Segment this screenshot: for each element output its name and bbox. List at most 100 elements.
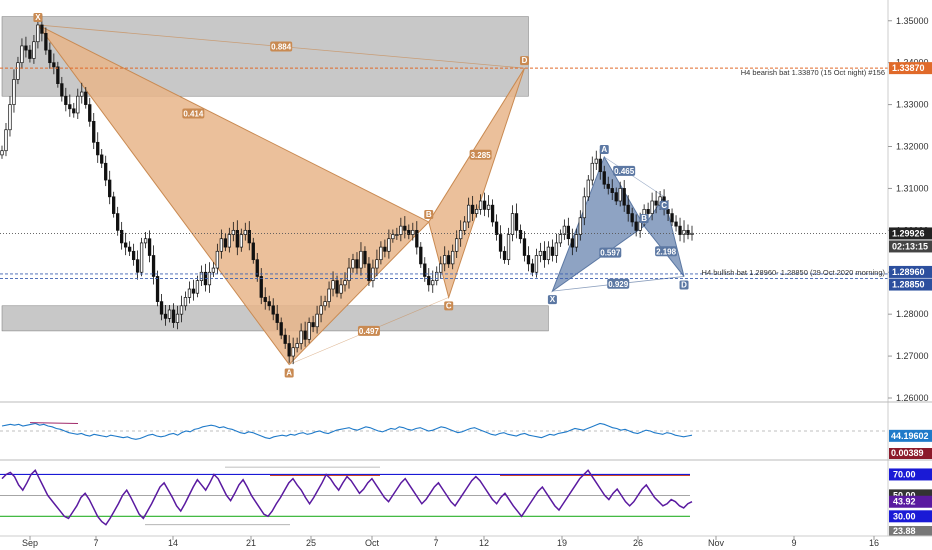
candle-body <box>279 322 283 336</box>
candle-body <box>271 305 275 315</box>
pattern-0-ratio: 0.884 <box>270 41 293 52</box>
bullish-hi-tag: 1.28960 <box>889 265 932 278</box>
candle-body <box>151 255 156 277</box>
price-tick-label: 1.33000 <box>896 100 929 110</box>
candle-body <box>455 238 459 252</box>
candle-body <box>211 267 216 273</box>
candle-body <box>195 280 200 294</box>
candle-body <box>167 309 172 319</box>
candle-body <box>339 284 343 294</box>
time-tick-label: 7 <box>93 538 98 548</box>
candle-body <box>215 250 220 269</box>
svg-text:1.28850: 1.28850 <box>892 280 925 290</box>
candle-body <box>187 288 192 298</box>
candle-body <box>4 129 8 152</box>
candle-body <box>578 217 582 235</box>
candle-body <box>259 276 263 298</box>
candle-body <box>319 305 323 315</box>
rsi-secondary-tag: 0.00389 <box>889 448 932 459</box>
rsi-value-tag: 44.19602 <box>889 429 932 442</box>
stoch-value-tag: 43.92 <box>889 495 932 508</box>
candle-body <box>40 24 44 34</box>
svg-text:3.285: 3.285 <box>471 151 492 160</box>
svg-text:0.00389: 0.00389 <box>891 448 924 458</box>
candle-body <box>514 213 519 231</box>
candle-body <box>131 250 136 261</box>
stoch-line <box>1 469 693 526</box>
candle-body <box>223 238 228 248</box>
candle-body <box>96 141 100 156</box>
candle-body <box>534 255 539 273</box>
candle-body <box>303 330 307 340</box>
countdown-tag: 02:13:15 <box>889 240 932 253</box>
candle-body <box>526 255 531 265</box>
pattern-1-ratio: 0.597 <box>599 247 622 258</box>
candle-body <box>566 225 571 240</box>
candle-body <box>439 263 443 273</box>
svg-text:0.465: 0.465 <box>614 167 635 176</box>
time-tick-label: Sep <box>22 538 38 548</box>
candle-body <box>383 246 387 252</box>
time-tick-label: 19 <box>557 538 567 548</box>
candle-body <box>143 238 148 244</box>
svg-text:30.00: 30.00 <box>893 511 916 521</box>
candle-body <box>451 250 455 265</box>
pattern-1-ac <box>604 156 665 198</box>
time-tick-label: 16 <box>869 538 879 548</box>
svg-text:0.597: 0.597 <box>600 249 621 258</box>
candle-body <box>291 347 295 357</box>
candle-body <box>68 104 72 110</box>
candle-body <box>108 179 112 198</box>
svg-text:44.19602: 44.19602 <box>891 431 929 441</box>
candle-body <box>558 234 563 244</box>
candle-body <box>474 209 479 214</box>
rsi-line <box>1 422 693 440</box>
candle-body <box>510 213 515 235</box>
candle-body <box>367 263 371 281</box>
candle-body <box>387 238 391 252</box>
candle-body <box>231 229 235 235</box>
candle-body <box>287 343 291 357</box>
candle-body <box>590 162 594 181</box>
candle-body <box>490 204 495 223</box>
svg-text:1.28960: 1.28960 <box>892 267 925 277</box>
svg-text:A: A <box>601 145 607 154</box>
candle-body <box>482 200 487 210</box>
candle-body <box>92 121 96 143</box>
candle-body <box>407 229 411 235</box>
candle-body <box>622 188 626 206</box>
candle-body <box>335 280 339 294</box>
candle-body <box>447 255 451 265</box>
pattern-0-point-X: X <box>33 12 43 22</box>
stoch-level-tag: 30.00 <box>889 510 932 523</box>
candle-body <box>419 246 423 265</box>
svg-text:B: B <box>641 214 647 223</box>
candle-body <box>427 276 431 286</box>
candle-body <box>32 41 36 59</box>
candle-body <box>518 229 523 240</box>
candle-body <box>147 238 152 256</box>
candle-body <box>411 229 415 235</box>
pattern-0-point-A: A <box>284 368 294 378</box>
candle-body <box>8 104 12 131</box>
ratio-labels: 0.884 0.414 0.497 3.285 0.465 0.597 2.198 0.929 <box>182 41 678 336</box>
candle-body <box>606 183 610 189</box>
time-axis[interactable]: Sep 7 14 21 25 Oct 7 12 19 26 Nov 9 16 <box>22 536 879 548</box>
svg-text:C: C <box>446 301 452 310</box>
candle-body <box>299 330 303 344</box>
candle-body <box>295 343 299 349</box>
svg-text:1.29926: 1.29926 <box>892 228 925 238</box>
candle-body <box>498 234 503 252</box>
candle-body <box>239 234 243 248</box>
candle-body <box>379 246 383 261</box>
candle-body <box>570 238 574 248</box>
candle-body <box>263 297 267 302</box>
candle-body <box>311 322 315 328</box>
candle-body <box>120 229 124 244</box>
candle-body <box>459 229 463 240</box>
bearish-bat-note: H4 bearish bat 1.33870 (15 Oct night) #1… <box>741 68 885 77</box>
time-tick-label: 7 <box>433 538 438 548</box>
bearish-level-tag: 1.33870 <box>889 62 932 75</box>
